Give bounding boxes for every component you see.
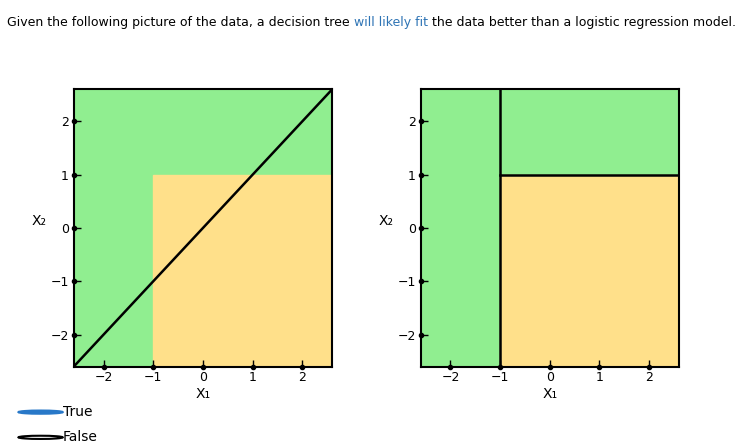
Text: True: True: [63, 405, 92, 419]
Text: will likely fit: will likely fit: [354, 16, 428, 29]
Y-axis label: X₂: X₂: [379, 214, 394, 228]
X-axis label: X₁: X₁: [542, 387, 557, 401]
Circle shape: [18, 436, 63, 439]
Bar: [154, 175, 332, 367]
Text: False: False: [63, 430, 97, 444]
Text: Given the following picture of the data, a decision tree: Given the following picture of the data,…: [7, 16, 354, 29]
Circle shape: [18, 410, 63, 414]
X-axis label: X₁: X₁: [196, 387, 210, 401]
Bar: [500, 175, 679, 367]
Text: the data better than a logistic regression model.: the data better than a logistic regressi…: [428, 16, 736, 29]
Y-axis label: X₂: X₂: [32, 214, 47, 228]
